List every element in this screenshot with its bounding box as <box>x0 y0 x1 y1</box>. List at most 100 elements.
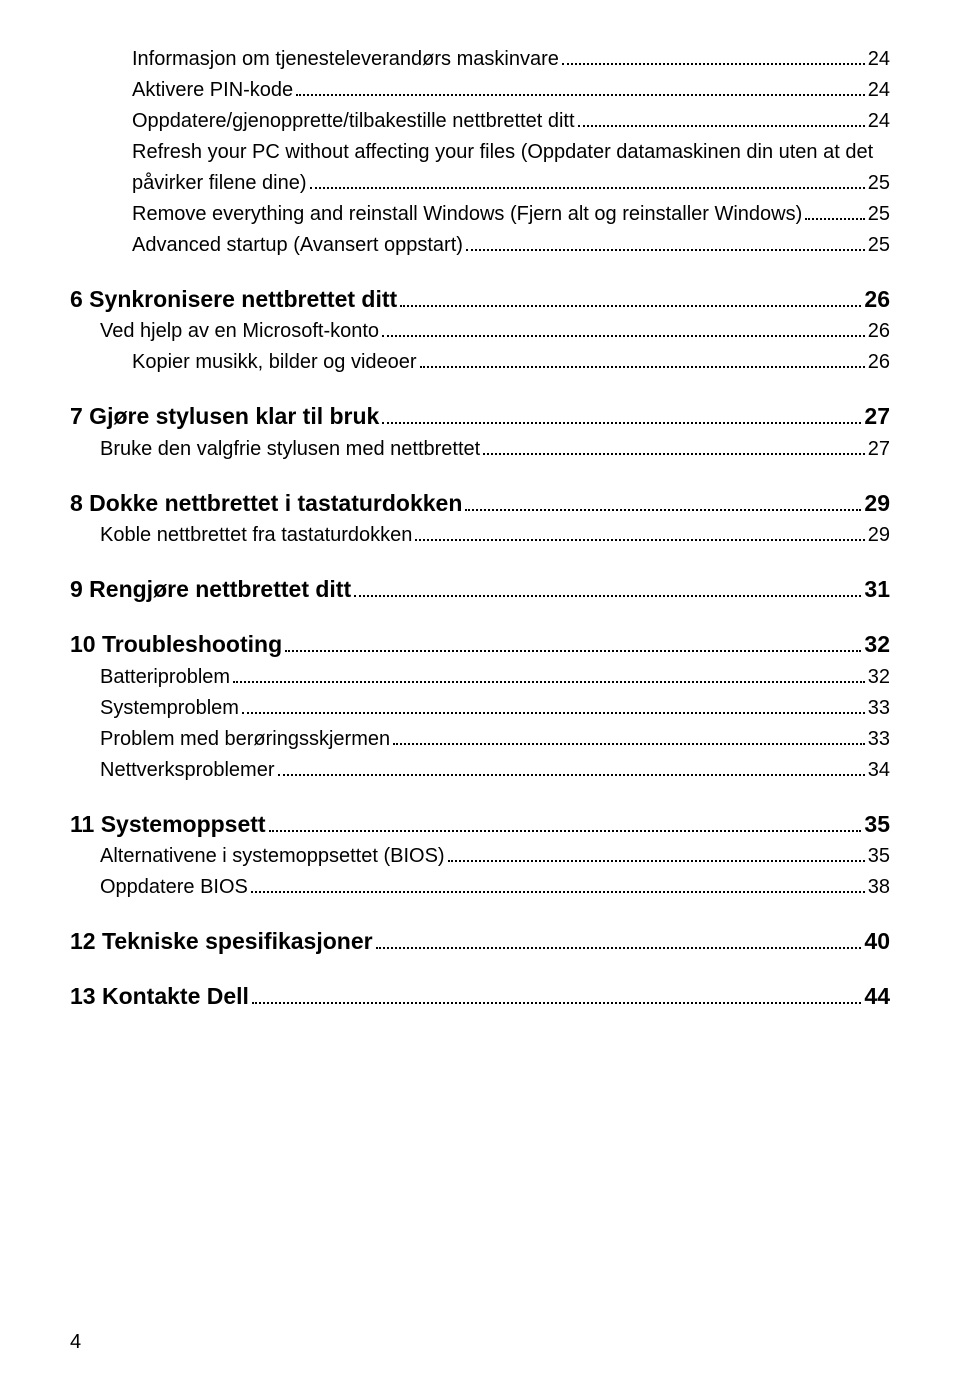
toc-entry-page: 38 <box>868 872 890 903</box>
toc-subsub-entry[interactable]: Aktivere PIN-kode 24 <box>70 75 890 106</box>
toc-entry-label: 13 Kontakte Dell <box>70 980 249 1013</box>
toc-subsub-entry[interactable]: Oppdatere/gjenopprette/tilbakestille net… <box>70 106 890 137</box>
toc-leader-dots <box>252 984 861 1005</box>
toc-entry-page: 35 <box>864 808 890 841</box>
toc-entry-label: Problem med berøringsskjermen <box>100 724 390 755</box>
toc-entry-page: 40 <box>864 925 890 958</box>
toc-sub-entry[interactable]: Systemproblem 33 <box>70 693 890 724</box>
toc-leader-dots <box>465 490 861 511</box>
toc-subsub-entry[interactable]: Kopier musikk, bilder og videoer 26 <box>70 347 890 378</box>
toc-entry-label: Oppdatere/gjenopprette/tilbakestille net… <box>132 106 575 137</box>
toc-leader-dots <box>382 320 865 337</box>
toc-entry-page: 26 <box>868 316 890 347</box>
toc-leader-dots <box>483 438 865 455</box>
toc-leader-dots <box>393 728 865 745</box>
toc-chapter-entry[interactable]: 13 Kontakte Dell 44 <box>70 980 890 1013</box>
toc-chapter-entry[interactable]: 10 Troubleshooting 32 <box>70 628 890 661</box>
toc-container: Informasjon om tjenesteleverandørs maski… <box>70 44 890 1014</box>
toc-entry-page: 26 <box>864 283 890 316</box>
toc-entry-page: 29 <box>864 487 890 520</box>
toc-entry-label: Informasjon om tjenesteleverandørs maski… <box>132 44 559 75</box>
toc-sub-entry[interactable]: Problem med berøringsskjermen 33 <box>70 724 890 755</box>
toc-subsub-entry[interactable]: Informasjon om tjenesteleverandørs maski… <box>70 44 890 75</box>
toc-entry-page: 27 <box>864 400 890 433</box>
toc-leader-dots <box>269 811 862 832</box>
toc-leader-dots <box>805 203 864 220</box>
toc-entry-page: 25 <box>868 199 890 230</box>
toc-entry-page: 31 <box>864 573 890 606</box>
toc-entry-page: 24 <box>868 75 890 106</box>
toc-leader-dots <box>278 759 865 776</box>
toc-entry-label: 8 Dokke nettbrettet i tastaturdokken <box>70 487 462 520</box>
toc-leader-dots <box>242 697 865 714</box>
toc-entry-label: Advanced startup (Avansert oppstart) <box>132 230 463 261</box>
toc-entry-page: 44 <box>864 980 890 1013</box>
toc-leader-dots <box>382 404 861 425</box>
toc-leader-dots <box>400 286 861 307</box>
toc-sub-entry[interactable]: Nettverksproblemer 34 <box>70 755 890 786</box>
toc-sub-entry[interactable]: Oppdatere BIOS 38 <box>70 872 890 903</box>
toc-entry-label: 7 Gjøre stylusen klar til bruk <box>70 400 379 433</box>
toc-entry-label: Oppdatere BIOS <box>100 872 248 903</box>
toc-leader-dots <box>376 928 862 949</box>
toc-entry-label: 11 Systemoppsett <box>70 808 266 841</box>
toc-entry-page: 34 <box>868 755 890 786</box>
toc-entry-page: 35 <box>868 841 890 872</box>
toc-entry-label: Batteriproblem <box>100 662 230 693</box>
toc-chapter-entry[interactable]: 12 Tekniske spesifikasjoner 40 <box>70 925 890 958</box>
toc-leader-dots <box>296 79 865 96</box>
toc-leader-dots <box>562 48 865 65</box>
toc-entry-label: Koble nettbrettet fra tastaturdokken <box>100 520 412 551</box>
toc-leader-dots <box>285 632 861 653</box>
toc-entry-label: Alternativene i systemoppsettet (BIOS) <box>100 841 445 872</box>
toc-entry-page: 33 <box>868 693 890 724</box>
toc-entry-label: Bruke den valgfrie stylusen med nettbret… <box>100 434 480 465</box>
toc-leader-dots <box>233 666 865 683</box>
toc-page: Informasjon om tjenesteleverandørs maski… <box>0 0 960 1014</box>
toc-entry-label: Aktivere PIN-kode <box>132 75 293 106</box>
toc-leader-dots <box>420 351 865 368</box>
toc-entry-label: 12 Tekniske spesifikasjoner <box>70 925 373 958</box>
toc-entry-page: 24 <box>868 44 890 75</box>
toc-entry-label: 10 Troubleshooting <box>70 628 282 661</box>
toc-sub-entry[interactable]: Koble nettbrettet fra tastaturdokken 29 <box>70 520 890 551</box>
toc-entry-label-cont: påvirker filene dine) <box>132 168 307 199</box>
toc-subsub-entry[interactable]: Refresh your PC without affecting your f… <box>70 137 890 199</box>
toc-entry-page: 25 <box>868 230 890 261</box>
toc-leader-dots <box>466 234 865 251</box>
toc-chapter-entry[interactable]: 8 Dokke nettbrettet i tastaturdokken 29 <box>70 487 890 520</box>
toc-leader-dots <box>310 172 865 189</box>
toc-entry-page: 29 <box>868 520 890 551</box>
toc-sub-entry[interactable]: Batteriproblem 32 <box>70 662 890 693</box>
toc-leader-dots <box>354 576 861 597</box>
toc-chapter-entry[interactable]: 9 Rengjøre nettbrettet ditt 31 <box>70 573 890 606</box>
toc-subsub-entry[interactable]: Remove everything and reinstall Windows … <box>70 199 890 230</box>
toc-entry-page: 27 <box>868 434 890 465</box>
toc-leader-dots <box>251 876 865 893</box>
toc-sub-entry[interactable]: Ved hjelp av en Microsoft-konto 26 <box>70 316 890 347</box>
toc-entry-page: 24 <box>868 106 890 137</box>
toc-entry-label: Remove everything and reinstall Windows … <box>132 199 802 230</box>
toc-chapter-entry[interactable]: 6 Synkronisere nettbrettet ditt 26 <box>70 283 890 316</box>
toc-leader-dots <box>448 845 865 862</box>
page-number: 4 <box>70 1331 81 1354</box>
toc-subsub-entry[interactable]: Advanced startup (Avansert oppstart) 25 <box>70 230 890 261</box>
toc-entry-page: 32 <box>868 662 890 693</box>
toc-entry-label: 6 Synkronisere nettbrettet ditt <box>70 283 397 316</box>
toc-entry-page: 32 <box>864 628 890 661</box>
toc-entry-label: Kopier musikk, bilder og videoer <box>132 347 417 378</box>
toc-leader-dots <box>578 110 865 127</box>
toc-entry-page: 26 <box>868 347 890 378</box>
toc-entry-label: Nettverksproblemer <box>100 755 275 786</box>
toc-chapter-entry[interactable]: 11 Systemoppsett 35 <box>70 808 890 841</box>
toc-entry-label: Systemproblem <box>100 693 239 724</box>
toc-entry-label: Refresh your PC without affecting your f… <box>132 137 890 168</box>
toc-sub-entry[interactable]: Bruke den valgfrie stylusen med nettbret… <box>70 434 890 465</box>
toc-sub-entry[interactable]: Alternativene i systemoppsettet (BIOS) 35 <box>70 841 890 872</box>
toc-leader-dots <box>415 524 864 541</box>
toc-entry-label: 9 Rengjøre nettbrettet ditt <box>70 573 351 606</box>
toc-chapter-entry[interactable]: 7 Gjøre stylusen klar til bruk 27 <box>70 400 890 433</box>
toc-entry-page: 25 <box>868 168 890 199</box>
toc-entry-label: Ved hjelp av en Microsoft-konto <box>100 316 379 347</box>
toc-entry-page: 33 <box>868 724 890 755</box>
